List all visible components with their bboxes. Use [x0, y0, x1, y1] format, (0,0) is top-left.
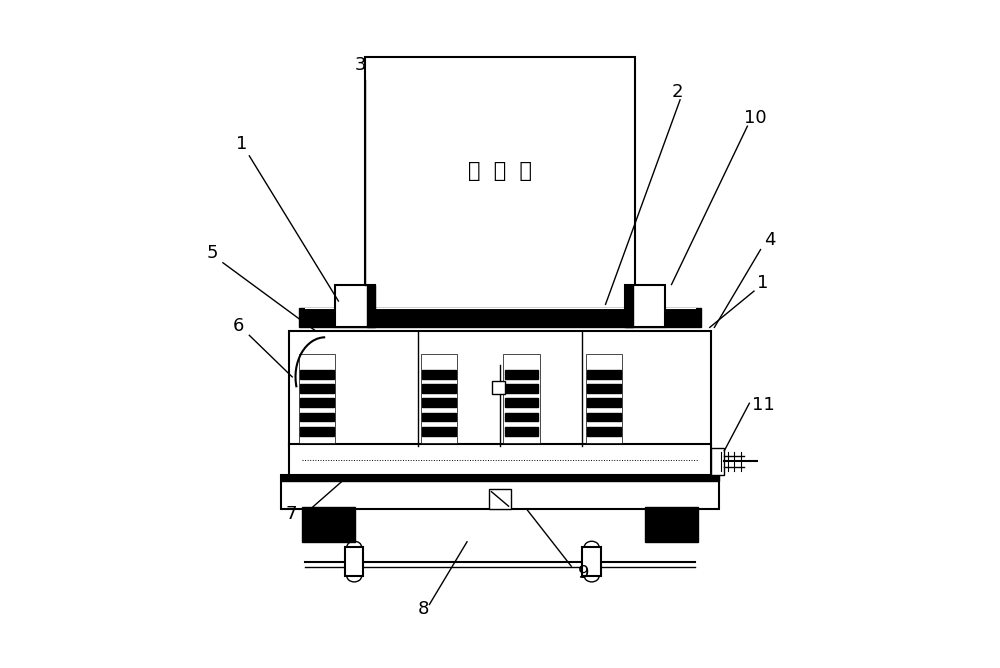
Text: 9: 9	[578, 564, 589, 582]
Polygon shape	[587, 370, 621, 379]
FancyBboxPatch shape	[503, 354, 540, 443]
FancyBboxPatch shape	[582, 547, 601, 576]
Polygon shape	[281, 474, 719, 481]
Text: 1: 1	[236, 136, 248, 153]
FancyBboxPatch shape	[281, 474, 719, 509]
Polygon shape	[300, 384, 334, 393]
Polygon shape	[625, 285, 633, 327]
Polygon shape	[367, 285, 375, 327]
Text: 2: 2	[672, 83, 683, 100]
Polygon shape	[300, 427, 334, 436]
Text: 1: 1	[757, 274, 769, 292]
FancyBboxPatch shape	[365, 57, 635, 311]
Text: 5: 5	[206, 244, 218, 262]
Polygon shape	[587, 384, 621, 393]
Polygon shape	[587, 398, 621, 407]
FancyBboxPatch shape	[345, 547, 363, 576]
Polygon shape	[505, 370, 538, 379]
FancyBboxPatch shape	[421, 354, 457, 443]
Polygon shape	[422, 398, 456, 407]
Polygon shape	[422, 413, 456, 422]
Polygon shape	[300, 413, 334, 422]
Polygon shape	[300, 370, 334, 379]
Polygon shape	[505, 398, 538, 407]
Polygon shape	[302, 508, 355, 542]
Text: 4: 4	[764, 231, 775, 249]
Text: 7: 7	[286, 505, 297, 522]
FancyBboxPatch shape	[492, 381, 505, 394]
Text: 3: 3	[355, 56, 366, 74]
Polygon shape	[587, 427, 621, 436]
FancyBboxPatch shape	[489, 489, 511, 509]
FancyBboxPatch shape	[625, 285, 665, 327]
FancyBboxPatch shape	[335, 285, 375, 327]
Polygon shape	[587, 413, 621, 422]
Polygon shape	[422, 384, 456, 393]
FancyBboxPatch shape	[299, 354, 335, 443]
Polygon shape	[422, 427, 456, 436]
Polygon shape	[645, 508, 698, 542]
Polygon shape	[300, 398, 334, 407]
Text: 10: 10	[744, 109, 767, 127]
FancyBboxPatch shape	[711, 448, 724, 474]
Text: 变  压  器: 变 压 器	[468, 161, 532, 181]
Text: 8: 8	[418, 601, 429, 619]
Polygon shape	[299, 307, 701, 327]
Polygon shape	[422, 370, 456, 379]
FancyBboxPatch shape	[289, 444, 711, 476]
Text: 11: 11	[752, 396, 775, 414]
Polygon shape	[505, 384, 538, 393]
FancyBboxPatch shape	[586, 354, 622, 443]
Text: 6: 6	[233, 317, 244, 335]
Polygon shape	[505, 413, 538, 422]
FancyBboxPatch shape	[289, 331, 711, 446]
Polygon shape	[505, 427, 538, 436]
